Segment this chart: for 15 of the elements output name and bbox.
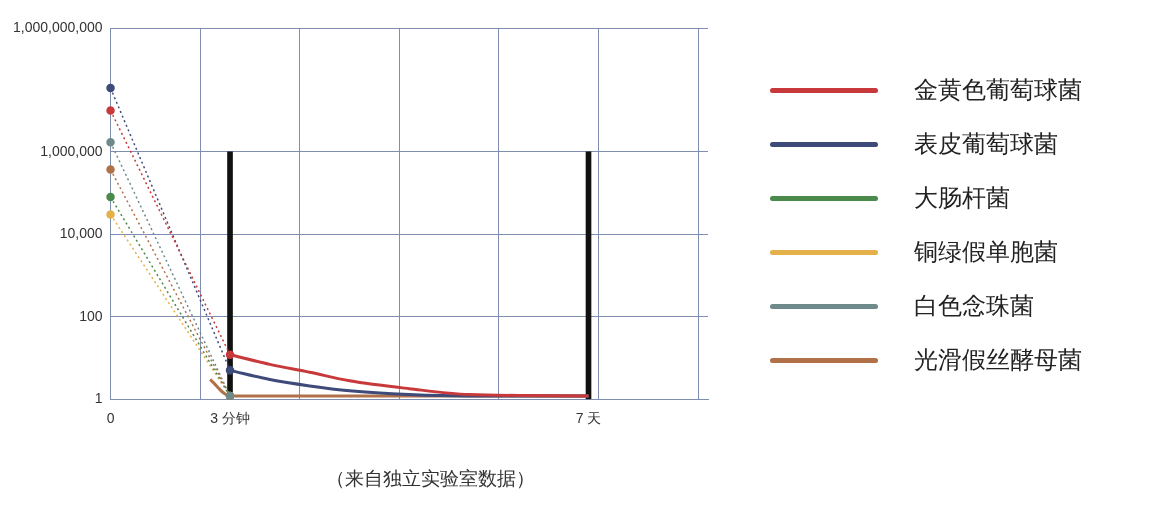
text: （来自独立实验室数据）: [324, 466, 536, 491]
legend-label: 铜绿假单胞菌: [914, 237, 1058, 268]
x-tick-label: 0: [106, 410, 115, 427]
legend-label: 金黄色葡萄球菌: [914, 75, 1082, 106]
y-tick-label: 10,000: [59, 225, 103, 242]
legend-label: 大肠杆菌: [914, 183, 1010, 214]
x-tick-label: 3 分钟: [210, 410, 250, 427]
y-tick-label: 1,000,000,000: [13, 18, 103, 35]
legend-label: 表皮葡萄球菌: [914, 129, 1058, 160]
y-tick-label: 100: [79, 307, 103, 324]
x-tick-label: 7 天: [575, 410, 602, 427]
y-tick-label: 1,000,000: [40, 142, 103, 159]
legend-label: 光滑假丝酵母菌: [914, 345, 1082, 376]
y-tick-label: 1: [94, 390, 103, 407]
legend-label: 白色念珠菌: [914, 291, 1034, 322]
